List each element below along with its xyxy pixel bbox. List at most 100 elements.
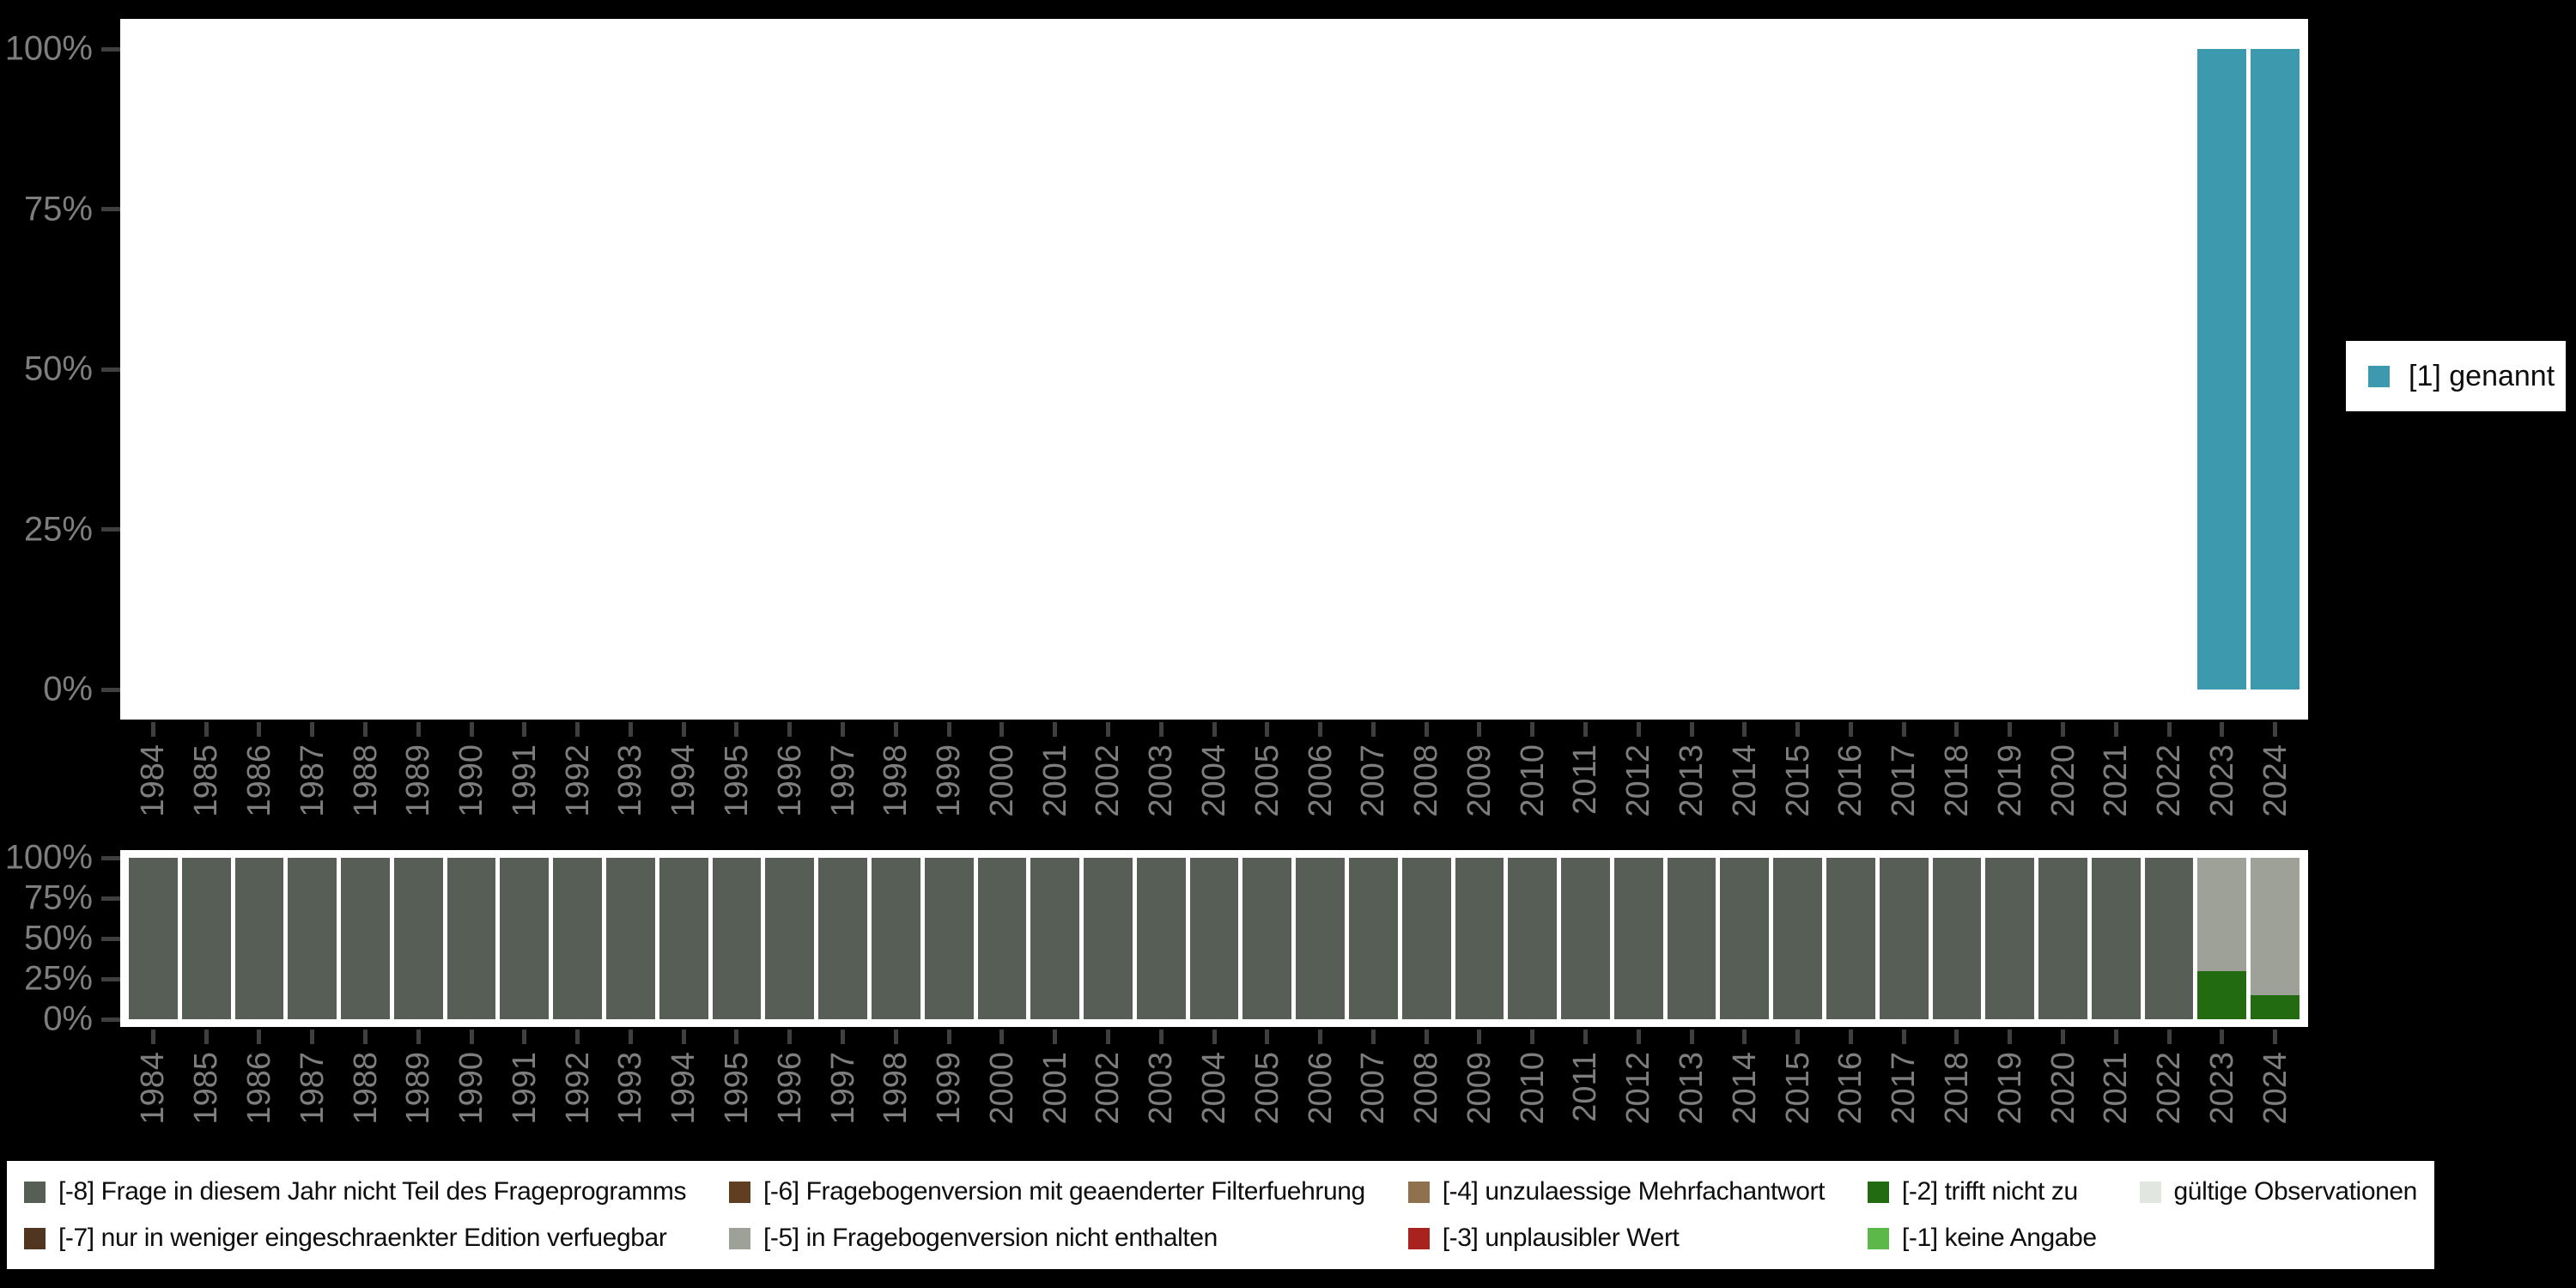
bar-segment-[-8]	[288, 858, 337, 1019]
legend-swatch--1	[1867, 1227, 1889, 1249]
x-axis-tick	[893, 1030, 898, 1044]
x-axis-year-label: 1985	[188, 1052, 225, 1125]
x-axis-tick	[257, 722, 262, 737]
x-slot-2017: 2017	[1880, 1027, 1929, 1151]
x-axis-tick	[310, 722, 315, 737]
x-axis-year-label: 1997	[824, 1052, 861, 1125]
x-axis-year-label: 1998	[878, 1052, 914, 1125]
x-slot-2015: 2015	[1773, 1027, 1822, 1151]
x-axis-year-label: 2022	[2151, 744, 2188, 817]
x-axis-year-label: 1998	[878, 744, 914, 817]
bar-1996	[765, 49, 814, 690]
legend-label: [1] genannt	[2409, 359, 2555, 392]
legend-label: [-5] in Fragebogenversion nicht enthalte…	[762, 1224, 1218, 1252]
x-axis-tick	[1318, 722, 1323, 737]
x-axis-year-label: 2016	[1832, 1052, 1869, 1125]
x-axis-year-label: 1993	[612, 1052, 649, 1125]
legend-swatch-genannt	[2368, 365, 2390, 387]
x-axis-year-label: 1991	[506, 744, 543, 817]
x-slot-2024: 2024	[2251, 1027, 2300, 1151]
x-axis-year-label: 1990	[453, 744, 490, 817]
bar-segment-[1]	[2251, 49, 2300, 690]
y-axis-tick	[101, 1017, 120, 1022]
bar-segment-[-8]	[924, 858, 974, 1019]
bar-2002	[1084, 858, 1133, 1019]
x-slot-2011: 2011	[1561, 720, 1610, 844]
bar-segment-[-8]	[1667, 858, 1716, 1019]
x-axis-tick	[1848, 1030, 1853, 1044]
x-slot-1985: 1985	[182, 720, 231, 844]
legend-swatch--8	[24, 1181, 46, 1203]
x-axis-tick	[1530, 1030, 1535, 1044]
bar-2015	[1773, 49, 1822, 690]
bar-segment-[-2]	[2251, 994, 2300, 1019]
bar-segment-[-8]	[1348, 858, 1398, 1019]
bar-segment-[-8]	[1084, 858, 1133, 1019]
bar-2005	[1242, 49, 1291, 690]
bar-1992	[553, 858, 603, 1019]
x-axis-tick	[946, 1030, 951, 1044]
x-slot-1986: 1986	[235, 1027, 284, 1151]
x-axis-tick	[416, 722, 421, 737]
bar-1986	[235, 49, 284, 690]
x-slot-2001: 2001	[1030, 720, 1079, 844]
bar-2004	[1190, 49, 1239, 690]
x-axis-year-label: 2002	[1090, 744, 1127, 817]
x-axis-year-label: 2003	[1143, 744, 1180, 817]
y-axis-tick	[101, 367, 120, 372]
x-slot-2010: 2010	[1508, 1027, 1557, 1151]
legend-label: [-7] nur in weniger eingeschraenkter Edi…	[58, 1224, 667, 1252]
x-axis-tick	[150, 1030, 155, 1044]
x-axis-tick	[1954, 1030, 1959, 1044]
bar-2006	[1296, 858, 1345, 1019]
bar-segment-[-8]	[1296, 858, 1345, 1019]
x-axis-year-label: 2009	[1461, 1052, 1498, 1125]
y-axis-label: 100%	[4, 29, 93, 68]
bar-2018	[1933, 49, 1982, 690]
lower-plot-panel	[120, 850, 2308, 1027]
x-slot-2022: 2022	[2145, 1027, 2194, 1151]
x-axis-year-label: 2001	[1036, 1052, 1073, 1125]
x-slot-1987: 1987	[288, 1027, 337, 1151]
x-axis-year-label: 2011	[1567, 744, 1604, 815]
x-axis-tick	[1742, 722, 1747, 737]
x-slot-2002: 2002	[1084, 720, 1133, 844]
x-axis-year-label: 2017	[1886, 744, 1923, 817]
x-slot-2009: 2009	[1455, 1027, 1504, 1151]
x-axis-tick	[628, 722, 633, 737]
bar-2013	[1667, 858, 1716, 1019]
x-slot-2005: 2005	[1242, 720, 1291, 844]
missing-codes-legend: [-8] Frage in diesem Jahr nicht Teil des…	[7, 1161, 2434, 1269]
x-axis-tick	[2220, 1030, 2225, 1044]
x-axis-year-label: 2024	[2257, 744, 2293, 817]
x-axis-year-label: 2019	[1991, 1052, 2028, 1125]
x-axis-tick	[787, 1030, 793, 1044]
bar-segment-[-8]	[1932, 858, 1982, 1019]
x-slot-2003: 2003	[1137, 1027, 1186, 1151]
legend-label: [-4] unzulaessige Mehrfachantwort	[1442, 1177, 1826, 1206]
legend-item--3: [-3] unplausibler Wert	[1407, 1224, 1825, 1253]
x-axis-tick	[2166, 722, 2172, 737]
bar-segment-[-8]	[181, 858, 231, 1019]
x-axis-tick	[1901, 722, 1906, 737]
bar-2002	[1084, 49, 1133, 690]
x-axis-tick	[1795, 722, 1801, 737]
legend-item--1: [-1] keine Angabe	[1867, 1224, 2097, 1253]
x-axis-tick	[2113, 1030, 2118, 1044]
x-axis-year-label: 2007	[1355, 1052, 1392, 1125]
bar-segment-[-8]	[1613, 858, 1663, 1019]
x-axis-tick	[1424, 722, 1429, 737]
x-axis-tick	[787, 722, 793, 737]
x-axis-year-label: 2009	[1461, 744, 1498, 817]
y-axis-label: 25%	[23, 510, 93, 548]
lower-y-axis: 100% 75% 50% 25% 0%	[0, 839, 120, 1038]
x-axis-tick	[841, 722, 846, 737]
y-axis-label: 0%	[43, 670, 93, 708]
x-axis-tick	[1954, 722, 1959, 737]
bar-segment-[1]	[2197, 49, 2247, 690]
x-slot-1995: 1995	[713, 720, 762, 844]
x-slot-2006: 2006	[1296, 1027, 1345, 1151]
bar-segment-[-8]	[818, 858, 867, 1019]
x-axis-year-label: 2016	[1832, 744, 1869, 817]
bar-1998	[871, 858, 920, 1019]
